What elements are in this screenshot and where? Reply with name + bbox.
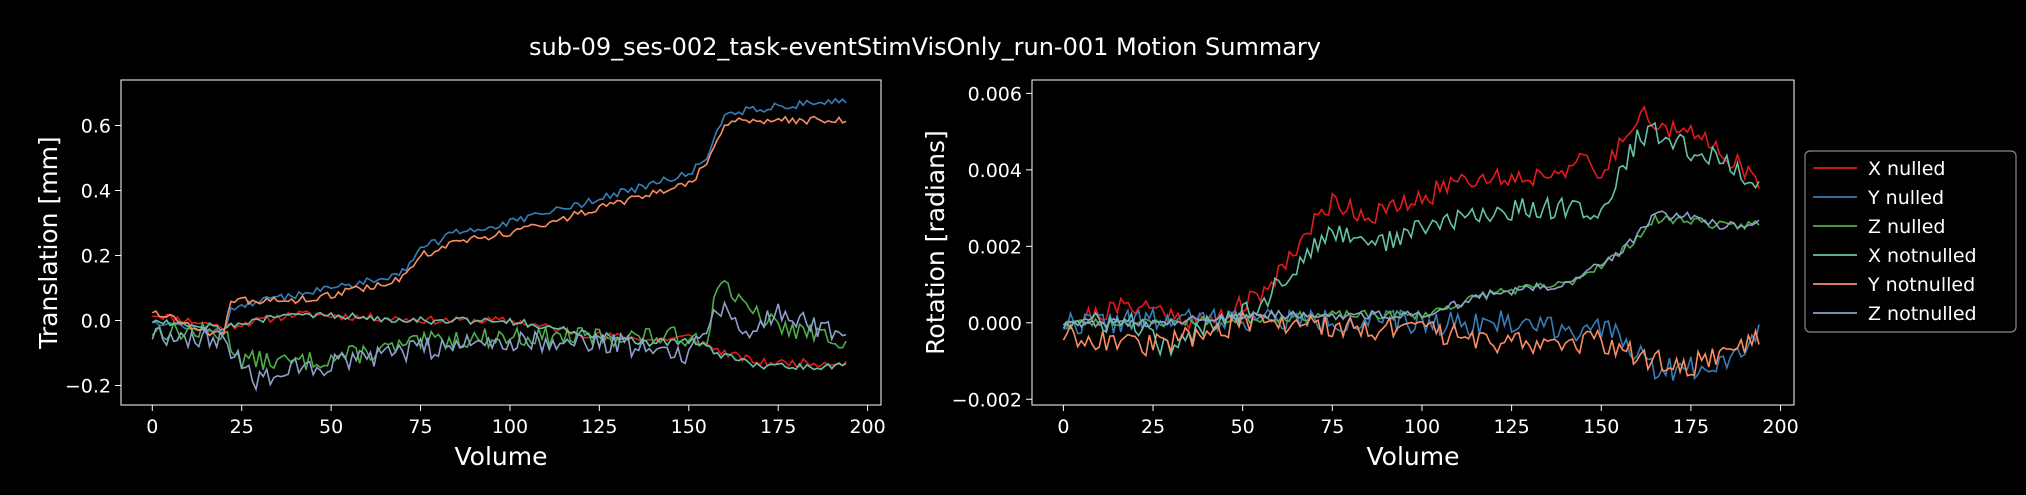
y-axis-label: Rotation [radians] [921,130,950,355]
series-line-z-notnulled [1062,210,1760,329]
y-axis-label: Translation [mm] [34,136,63,349]
x-tick-label: 100 [492,416,528,438]
x-tick-label: 200 [1762,416,1798,438]
x-tick-label: 25 [230,416,254,438]
series-line-z-notnulled [151,300,847,392]
legend-label: X notnulled [1868,245,1977,267]
series-line-y-notnulled [151,115,847,337]
y-tick-label: 0.006 [968,83,1022,105]
x-tick-label: 25 [1141,416,1165,438]
y-tick-label: 0.2 [81,246,111,268]
legend-label: X nulled [1868,158,1945,180]
x-tick-label: 50 [319,416,343,438]
x-tick-label: 175 [760,416,796,438]
legend-label: Y nulled [1867,187,1944,209]
x-tick-label: 125 [581,416,617,438]
y-tick-label: 0.0 [81,311,111,333]
series-line-y-notnulled [1062,310,1760,377]
axes-frame [1031,79,1795,406]
y-tick-label: 0.000 [968,313,1022,335]
y-tick-label: 0.004 [968,160,1022,182]
x-tick-label: 50 [1231,416,1255,438]
x-tick-label: 150 [1583,416,1619,438]
x-tick-label: 200 [849,416,885,438]
y-tick-label: −0.002 [952,389,1022,411]
x-tick-label: 75 [1320,416,1344,438]
series-line-x-notnulled [1062,121,1760,358]
axes-frame [120,79,882,406]
rotation-chart: 0 25 50 75 100 125 150 175 200 −0.002 0.000 0.002 0.… [921,79,1799,471]
series-line-y-nulled [152,97,847,336]
legend-frame [1804,150,2017,333]
y-tick-label: 0.4 [81,181,111,203]
x-tick-label: 125 [1493,416,1529,438]
series-line-x-notnulled [151,311,847,371]
x-axis-label: Volume [455,442,548,471]
x-tick-label: 150 [671,416,707,438]
legend-label: Y notnulled [1867,274,1975,296]
translation-chart: 0 25 50 75 100 125 150 175 200 −0.2 0.0 0.2 0.4 0.6 Vo… [34,79,886,471]
series-line-z-nulled [1063,212,1760,328]
x-tick-label: 100 [1404,416,1440,438]
x-axis-label: Volume [1367,442,1460,471]
legend-label: Z notnulled [1868,303,1977,325]
y-tick-label: 0.002 [968,236,1022,258]
y-tick-label: 0.6 [81,116,111,138]
x-tick-label: 0 [1057,416,1069,438]
x-tick-label: 175 [1673,416,1709,438]
x-tick-label: 0 [146,416,158,438]
x-tick-label: 75 [408,416,432,438]
legend-label: Z nulled [1868,216,1945,238]
y-tick-label: −0.2 [65,376,111,398]
series-line-z-nulled [151,279,847,371]
legend: X nulled Y nulled Z nulled X notnulled Y not… [1804,150,2017,333]
figure-title: sub-09_ses-002_task-eventStimVisOnly_run… [529,33,1321,61]
